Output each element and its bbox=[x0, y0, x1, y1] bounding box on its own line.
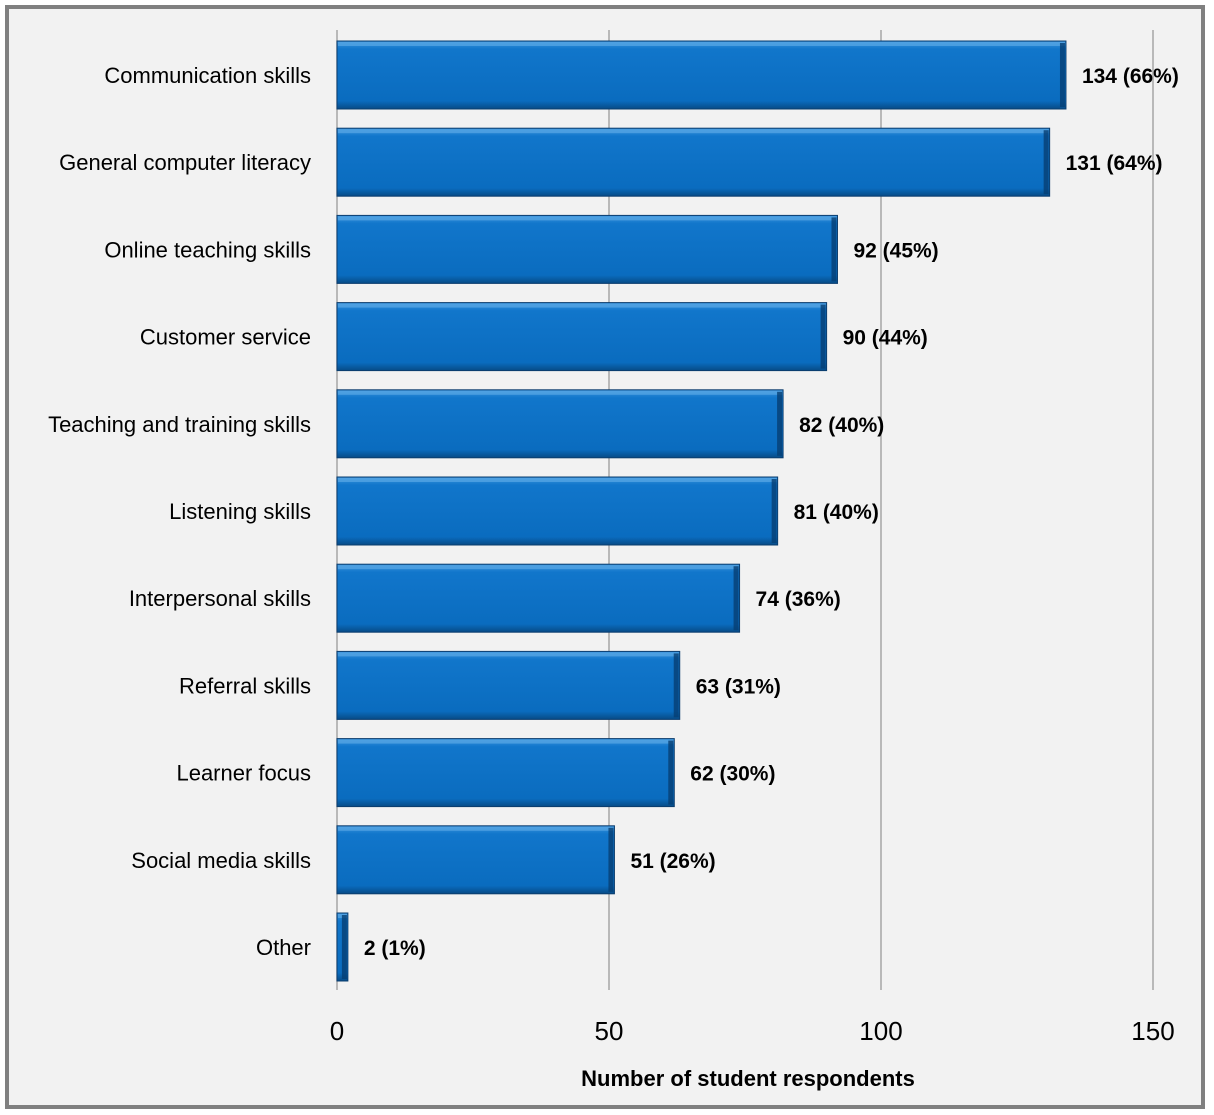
bar-body bbox=[336, 650, 681, 720]
data-label: 2 (1%) bbox=[364, 937, 426, 960]
x-tick-label: 150 bbox=[1131, 1016, 1174, 1046]
category-label: Listening skills bbox=[169, 499, 311, 524]
data-label: 90 (44%) bbox=[843, 327, 928, 350]
data-label: 74 (36%) bbox=[756, 588, 841, 611]
category-label: Communication skills bbox=[104, 63, 311, 88]
category-label: Teaching and training skills bbox=[48, 412, 311, 437]
bar-bevel-right bbox=[673, 653, 679, 718]
bar bbox=[336, 563, 741, 633]
bar-bevel-top bbox=[338, 826, 614, 831]
bar-bevel-top bbox=[338, 216, 837, 221]
bar-bevel-top bbox=[338, 565, 739, 570]
bar-bevel-right bbox=[777, 391, 783, 456]
x-tick-label: 50 bbox=[595, 1016, 624, 1046]
category-label: Referral skills bbox=[179, 673, 311, 698]
labels: 0 50 100 150 Communication skills 134 (66%) Ge… bbox=[48, 63, 1179, 1046]
bar-body bbox=[336, 40, 1067, 110]
bar-body bbox=[336, 476, 779, 546]
bar-bevel-top bbox=[338, 478, 777, 482]
bar-bevel-right bbox=[341, 915, 347, 979]
category-label: Learner focus bbox=[176, 761, 311, 786]
bar bbox=[336, 912, 349, 982]
x-tick-label: 0 bbox=[330, 1016, 344, 1046]
data-label: 92 (45%) bbox=[853, 239, 938, 262]
bar bbox=[336, 476, 779, 546]
bar-bevel-right bbox=[1043, 130, 1049, 195]
bar bbox=[336, 825, 615, 895]
bar-bevel-top bbox=[338, 129, 1049, 134]
bar-body bbox=[336, 214, 838, 284]
bar bbox=[336, 389, 784, 459]
x-tick-label: 100 bbox=[859, 1016, 902, 1046]
bar-bevel-top bbox=[338, 390, 783, 395]
bar-bevel-top bbox=[338, 303, 826, 308]
x-axis-title: Number of student respondents bbox=[581, 1066, 915, 1091]
bar-body bbox=[336, 302, 828, 372]
data-label: 51 (26%) bbox=[630, 850, 715, 873]
bar-body bbox=[336, 563, 741, 633]
category-label: Interpersonal skills bbox=[129, 586, 311, 611]
category-label: Other bbox=[256, 935, 311, 960]
bar-bevel-right bbox=[831, 217, 837, 282]
category-label: General computer literacy bbox=[59, 150, 311, 175]
bar bbox=[336, 302, 828, 372]
bar bbox=[336, 738, 675, 808]
category-label: Online teaching skills bbox=[104, 237, 311, 262]
bar bbox=[336, 214, 838, 284]
bar-bevel-right bbox=[668, 740, 674, 805]
data-label: 62 (30%) bbox=[690, 763, 775, 786]
data-label: 82 (40%) bbox=[799, 414, 884, 437]
bar-bevel-top bbox=[338, 42, 1065, 46]
bar-body bbox=[336, 389, 784, 459]
bar-body bbox=[336, 825, 615, 895]
bar-bevel-right bbox=[771, 479, 777, 543]
data-label: 134 (66%) bbox=[1082, 65, 1179, 88]
data-label: 63 (31%) bbox=[696, 675, 781, 698]
bar-bevel-right bbox=[820, 304, 826, 369]
category-label: Customer service bbox=[140, 325, 311, 350]
data-label: 81 (40%) bbox=[794, 501, 879, 524]
data-label: 131 (64%) bbox=[1066, 152, 1163, 175]
bar-bevel-right bbox=[733, 566, 739, 631]
bar-bevel-top bbox=[338, 652, 679, 657]
bar-bevel-top bbox=[338, 739, 674, 744]
bar-bevel-right bbox=[608, 827, 614, 892]
bar bbox=[336, 127, 1051, 197]
bar bbox=[336, 40, 1067, 110]
category-label: Social media skills bbox=[131, 848, 311, 873]
bar-bevel-right bbox=[1059, 43, 1065, 107]
bar-body bbox=[336, 127, 1051, 197]
bars bbox=[336, 40, 1067, 982]
bar bbox=[336, 650, 681, 720]
bar-body bbox=[336, 738, 675, 808]
